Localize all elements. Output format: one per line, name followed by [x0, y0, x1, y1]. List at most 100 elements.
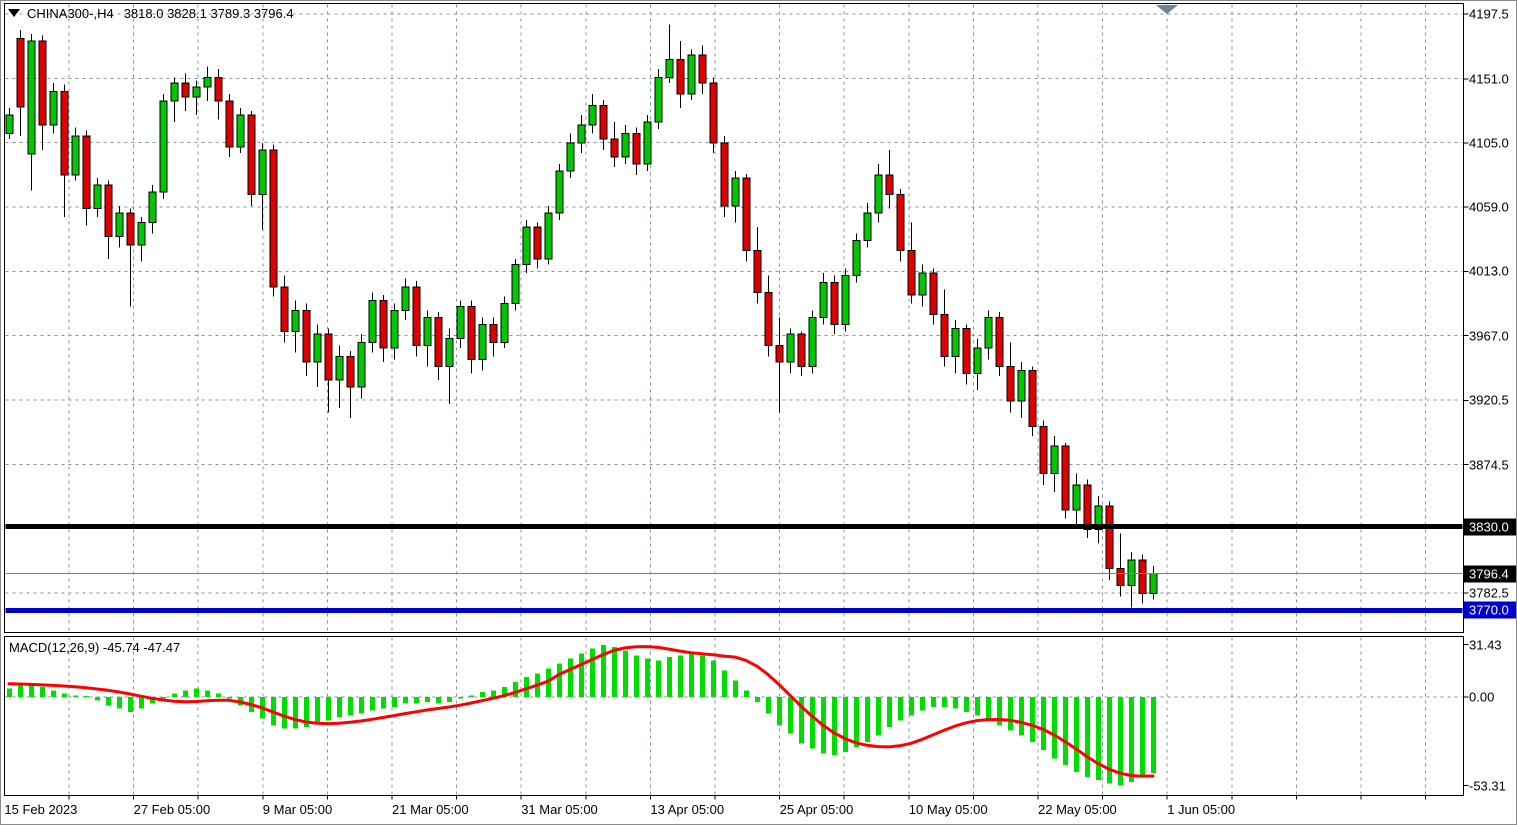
- macd-histogram-bar: [458, 697, 463, 699]
- macd-histogram-bar: [480, 692, 485, 697]
- candle-up: [786, 333, 795, 363]
- symbol-dropdown-icon[interactable]: [8, 9, 20, 17]
- candle-up: [555, 170, 564, 214]
- macd-histogram-bar: [205, 690, 210, 697]
- price-axis-label: 4197.5: [1469, 6, 1509, 22]
- candle-up: [654, 76, 663, 123]
- candle-down: [214, 76, 223, 102]
- candle-down: [1028, 369, 1037, 427]
- price-line-badge: 3830.0: [1464, 518, 1516, 536]
- candle-up: [192, 86, 201, 98]
- chart-shift-marker-icon[interactable]: [1156, 5, 1178, 14]
- candle-down: [225, 100, 234, 148]
- candle-down: [60, 90, 69, 176]
- macd-histogram-bar: [469, 695, 474, 697]
- macd-histogram-bar: [623, 650, 628, 697]
- macd-histogram-bar: [997, 697, 1002, 726]
- price-axis-label: 4059.0: [1469, 199, 1509, 215]
- candle-up: [522, 226, 531, 265]
- candle-down: [1006, 365, 1015, 402]
- macd-histogram-bar: [1030, 697, 1035, 742]
- macd-histogram-bar: [161, 697, 166, 699]
- candle-down: [632, 132, 641, 165]
- time-axis-label: 22 May 05:00: [1038, 802, 1117, 817]
- time-axis-label: 1 Jun 05:00: [1167, 802, 1236, 817]
- macd-histogram-bar: [106, 697, 111, 706]
- macd-histogram-bar: [590, 648, 595, 697]
- candle-up: [500, 303, 509, 344]
- macd-histogram-bar: [1074, 697, 1079, 772]
- macd-histogram-bar: [1019, 697, 1024, 736]
- macd-histogram-bar: [95, 697, 100, 701]
- candle-down: [126, 212, 135, 246]
- macd-histogram-bar: [524, 677, 529, 697]
- price-axis-label: 3782.5: [1469, 585, 1509, 601]
- macd-histogram-bar: [964, 697, 969, 712]
- candle-down: [104, 184, 113, 238]
- macd-histogram-bar: [1151, 697, 1156, 774]
- macd-histogram-bar: [942, 697, 947, 707]
- price-line-badge: 3770.0: [1464, 601, 1516, 619]
- macd-panel-frame: [4, 636, 1464, 796]
- price-axis-label: 4105.0: [1469, 135, 1509, 151]
- candle-down: [830, 282, 839, 325]
- price-axis-label: 3967.0: [1469, 328, 1509, 344]
- candle-down: [599, 104, 608, 140]
- candle-up: [291, 309, 300, 332]
- candle-up: [973, 347, 982, 374]
- candle-up: [368, 300, 377, 344]
- macd-histogram-bar: [909, 697, 914, 716]
- candle-up: [203, 76, 212, 88]
- macd-histogram-bar: [975, 697, 980, 716]
- macd-histogram-bar: [953, 697, 958, 709]
- macd-histogram-bar: [7, 688, 12, 697]
- candle-up: [544, 212, 553, 260]
- candle-up: [665, 58, 674, 78]
- candle-down: [467, 305, 476, 360]
- candle-up: [577, 124, 586, 144]
- candle-up: [918, 272, 927, 296]
- price-axis-label: 3920.5: [1469, 392, 1509, 408]
- macd-histogram-bar: [601, 644, 606, 697]
- candle-up: [71, 135, 80, 176]
- macd-histogram-bar: [282, 697, 287, 729]
- macd-histogram-bar: [898, 697, 903, 721]
- macd-histogram-bar: [447, 697, 452, 702]
- macd-histogram-bar: [348, 697, 353, 716]
- candle-up: [27, 40, 36, 155]
- candle-up: [115, 212, 124, 238]
- candle-up: [236, 114, 245, 148]
- macd-histogram-bar: [403, 697, 408, 704]
- macd-histogram-bar: [799, 697, 804, 744]
- time-axis-label: 13 Apr 05:00: [650, 802, 725, 817]
- chart-quote-ohlc: 3818.0 3828.1 3789.3 3796.4: [123, 5, 294, 21]
- macd-histogram-bar: [1129, 697, 1134, 782]
- time-axis-label: 10 May 05:00: [908, 802, 988, 817]
- macd-signal-line: [7, 645, 1155, 778]
- candle-up: [357, 342, 366, 388]
- candle-down: [82, 135, 91, 210]
- candle-up: [819, 282, 828, 318]
- candle-up: [1050, 445, 1059, 475]
- candle-down: [181, 82, 190, 98]
- macd-histogram-bar: [51, 690, 56, 697]
- candle-down: [412, 286, 421, 346]
- macd-histogram-bar: [557, 663, 562, 697]
- candle-up: [159, 100, 168, 193]
- macd-histogram-bar: [62, 693, 67, 697]
- macd-histogram-bar: [700, 655, 705, 697]
- candle-up: [1127, 559, 1136, 586]
- candle-down: [764, 291, 773, 346]
- candle-down: [489, 323, 498, 344]
- macd-histogram-bar: [1063, 697, 1068, 766]
- macd-histogram-bar: [337, 697, 342, 717]
- macd-histogram-bar: [1041, 697, 1046, 751]
- candle-down: [1061, 445, 1070, 511]
- candle-down: [379, 300, 388, 349]
- macd-histogram-bar: [766, 697, 771, 714]
- macd-histogram-bar: [491, 690, 496, 697]
- candle-up: [643, 121, 652, 165]
- macd-histogram-bar: [887, 697, 892, 727]
- candle-down: [753, 249, 762, 293]
- candle-down: [324, 333, 333, 381]
